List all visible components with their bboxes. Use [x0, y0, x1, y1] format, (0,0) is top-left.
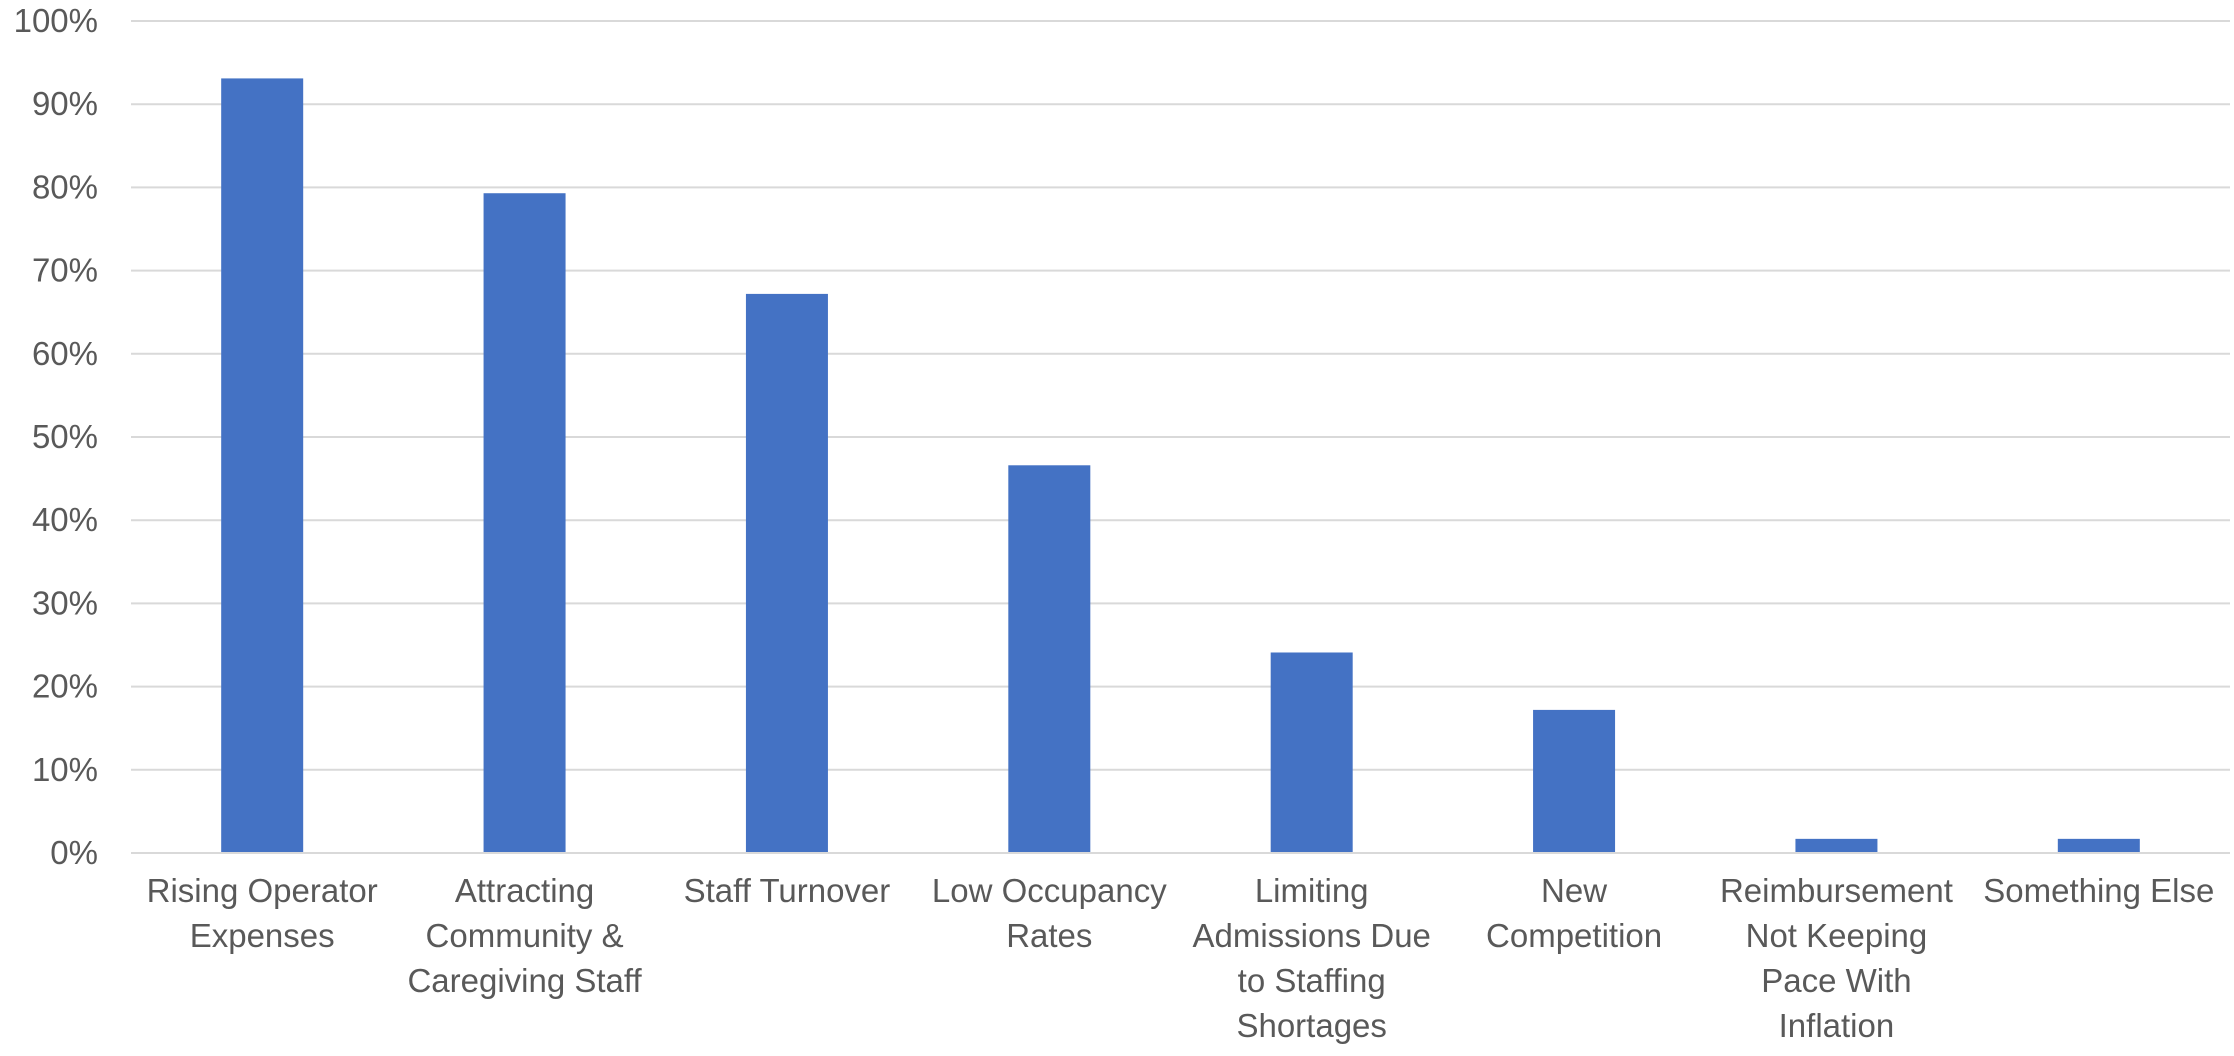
- x-category-label-line: Caregiving Staff: [407, 962, 642, 999]
- x-category-label: New Competition: [1486, 872, 1662, 954]
- x-category-label-line: New: [1541, 872, 1607, 909]
- x-category-label-line: Rates: [1006, 917, 1092, 954]
- x-category-label-line: Shortages: [1236, 1007, 1386, 1044]
- bar: [1533, 709, 1616, 853]
- x-category-label-line: Rising Operator: [147, 872, 378, 909]
- x-category-label-line: to Staffing: [1238, 962, 1386, 999]
- x-category-label-line: Something Else: [1983, 872, 2214, 909]
- x-category-label: Limiting Admissions Due to Staffing Shortag…: [1192, 872, 1430, 1044]
- y-tick-label: 50%: [32, 418, 98, 455]
- x-category-label-line: Expenses: [190, 917, 335, 954]
- x-category-label-line: Community &: [426, 917, 624, 954]
- bar: [1270, 652, 1353, 853]
- x-category-label-line: Not Keeping: [1746, 917, 1928, 954]
- x-category-label-line: Reimbursement: [1720, 872, 1953, 909]
- y-tick-label: 70%: [32, 252, 98, 289]
- y-tick-label: 20%: [32, 668, 98, 705]
- x-category-label: Rising Operator Expenses: [147, 872, 378, 954]
- bar: [1008, 465, 1091, 853]
- x-category-label-line: Staff Turnover: [684, 872, 891, 909]
- y-tick-label: 30%: [32, 584, 98, 621]
- x-category-label-line: Limiting: [1255, 872, 1369, 909]
- bars: [221, 78, 2140, 853]
- bar: [483, 193, 566, 853]
- bar: [745, 293, 828, 853]
- gridlines: [131, 20, 2230, 771]
- x-category-label: Reimbursement Not Keeping Pace With Inflati…: [1720, 872, 1953, 1044]
- y-tick-label: 60%: [32, 335, 98, 372]
- bar: [1795, 838, 1878, 853]
- x-category-label: Something Else: [1983, 872, 2214, 909]
- bar: [221, 78, 304, 853]
- x-axis-category-labels: Rising Operator Expenses Attracting Communi…: [147, 872, 2215, 1044]
- y-tick-label: 40%: [32, 501, 98, 538]
- x-category-label: Attracting Community & Caregiving Staff: [407, 872, 642, 999]
- y-axis-tick-labels: 0% 10% 20% 30% 40% 50% 60% 70% 80% 90% 100%: [14, 2, 98, 871]
- x-category-label-line: Attracting: [455, 872, 594, 909]
- x-category-label-line: Admissions Due: [1192, 917, 1430, 954]
- x-category-label: Staff Turnover: [684, 872, 891, 909]
- x-category-label-line: Low Occupancy: [932, 872, 1167, 909]
- y-tick-label: 90%: [32, 85, 98, 122]
- x-category-label-line: Competition: [1486, 917, 1662, 954]
- y-tick-label: 10%: [32, 751, 98, 788]
- bar: [2057, 838, 2140, 853]
- x-category-label-line: Pace With: [1761, 962, 1911, 999]
- x-category-label: Low Occupancy Rates: [932, 872, 1167, 954]
- y-tick-label: 80%: [32, 168, 98, 205]
- y-tick-label: 100%: [14, 2, 98, 39]
- x-category-label-line: Inflation: [1779, 1007, 1895, 1044]
- y-tick-label: 0%: [50, 834, 98, 871]
